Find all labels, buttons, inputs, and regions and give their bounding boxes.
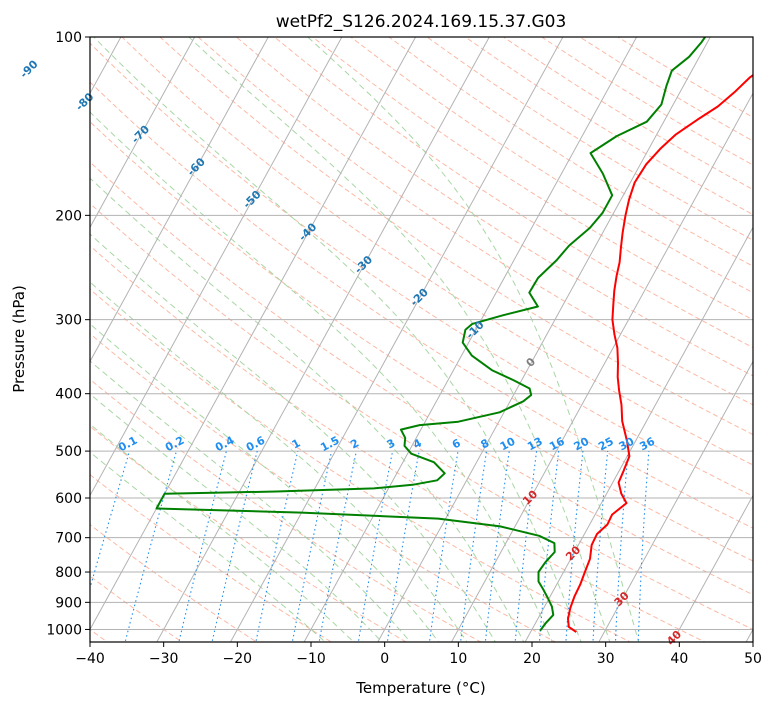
mixing-ratio-line: [637, 451, 650, 642]
x-tick-label: −40: [75, 651, 105, 667]
mixing-ratio-line: [614, 451, 629, 642]
x-tick-label: 50: [744, 651, 762, 667]
isotherm-line: [524, 226, 753, 642]
y-tick-label: 100: [55, 30, 82, 46]
x-tick-label: 20: [523, 651, 541, 667]
dry-adiabat-line: [90, 332, 557, 642]
mixing-ratio-label: 36: [637, 435, 657, 454]
y-tick-label: 900: [55, 595, 82, 611]
y-tick-label: 600: [55, 491, 82, 507]
isotherm-line: [156, 37, 490, 642]
dry-adiabat-line: [159, 37, 753, 436]
chart-title: wetPf2_S126.2024.169.15.37.G03: [276, 12, 567, 32]
dry-adiabat-line: [90, 288, 632, 642]
y-tick-label: 500: [55, 444, 82, 460]
dry-adiabat-line: [90, 245, 706, 642]
x-tick-label: −20: [223, 651, 253, 667]
temperature-line: [567, 73, 753, 633]
x-tick-label: −30: [149, 651, 179, 667]
y-tick-label: 800: [55, 565, 82, 581]
isotherm-line: [90, 37, 417, 631]
y-axis-label: Pressure (hPa): [10, 285, 28, 393]
dewpoint-line: [155, 37, 706, 632]
moist-adiabat-line: [90, 451, 326, 642]
y-tick-label: 1000: [46, 622, 82, 638]
y-tick-label: 400: [55, 387, 82, 403]
x-axis-label: Temperature (°C): [355, 679, 485, 697]
mixing-ratio-label: 20: [572, 435, 592, 454]
mixing-ratio-label: 30: [617, 435, 637, 454]
isotherm-line: [377, 37, 711, 642]
mixing-ratio-line: [357, 450, 394, 642]
dry-adiabat-line: [90, 161, 753, 596]
x-tick-label: 0: [380, 651, 389, 667]
plot-frame: [89, 36, 754, 643]
mixing-ratio-line: [386, 450, 420, 642]
dry-adiabat-line: [90, 425, 408, 642]
dry-adiabat-line: [90, 575, 183, 642]
mixing-ratio-line: [514, 451, 538, 642]
dry-adiabat-line: [90, 81, 753, 529]
mixing-ratio-label: 13: [525, 435, 545, 454]
x-tick-label: −10: [296, 651, 326, 667]
y-tick-label: 200: [55, 208, 82, 224]
isotherm-line: [303, 37, 638, 642]
data-series: [155, 37, 753, 633]
isotherm-line: [671, 494, 753, 642]
mixing-ratio-label: 25: [596, 435, 616, 454]
mixing-ratio-line: [318, 450, 357, 642]
x-tick-label: 10: [449, 651, 467, 667]
x-tick-label: 30: [597, 651, 615, 667]
x-tick-label: 40: [670, 651, 688, 667]
isotherm-line: [90, 37, 196, 229]
dry-adiabat-line: [90, 474, 333, 642]
mixing-ratio-label: 16: [547, 435, 567, 454]
dry-adiabat-line: [90, 202, 753, 630]
dry-adiabat-line: [121, 37, 753, 466]
isotherm-line: [90, 37, 343, 497]
mixing-ratio-line: [538, 451, 560, 642]
x-axis: −40 −30 −20 −10 0 10 20 30 40 50: [75, 642, 762, 667]
y-tick-label: 300: [55, 313, 82, 329]
y-axis: 1000 900 800 700 600 500 400 300 200 100: [46, 30, 90, 638]
isotherm-line: [229, 37, 564, 642]
isotherm-line: [450, 92, 753, 642]
y-tick-label: 700: [55, 531, 82, 547]
isotherm-line: [598, 360, 753, 642]
mixing-ratio-line: [428, 451, 459, 642]
mixing-ratio-line: [90, 450, 131, 591]
mixing-ratio-line: [592, 451, 609, 642]
mixing-ratio-label: 10: [498, 435, 518, 454]
dry-adiabat-line: [90, 42, 753, 497]
isotherm-line: [90, 37, 269, 363]
mixing-ratio-line: [565, 451, 584, 642]
